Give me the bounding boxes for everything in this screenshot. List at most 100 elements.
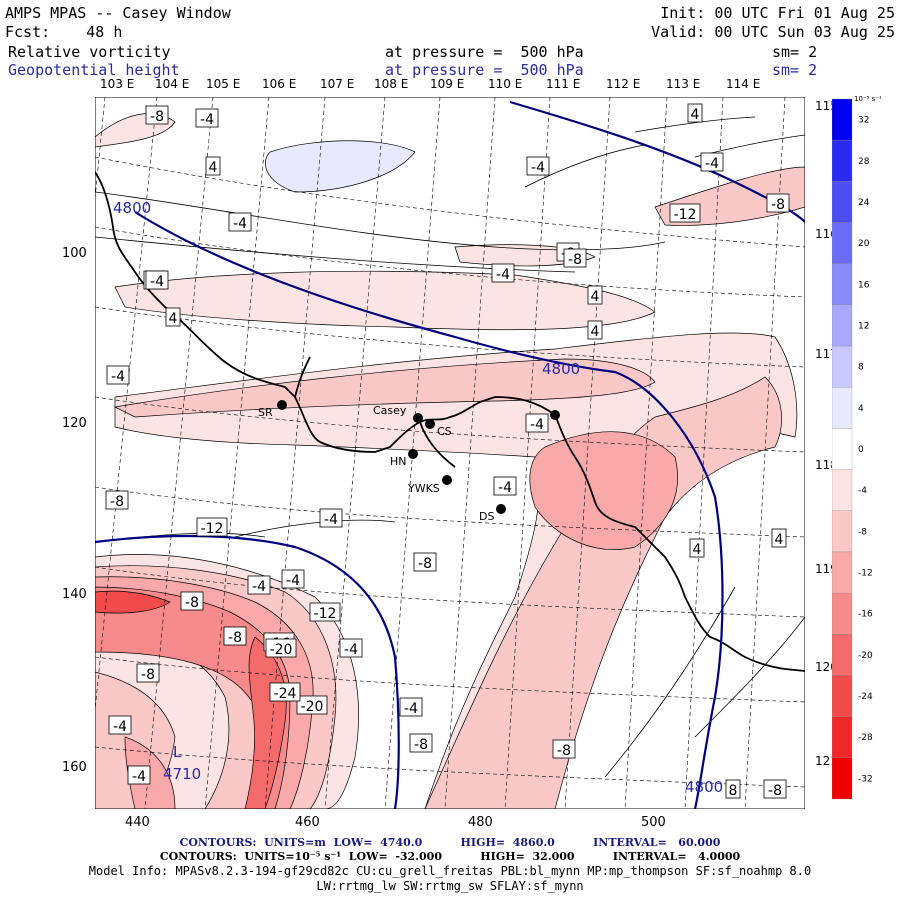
axis-top-label: 113 E [666, 77, 701, 91]
vorticity-contour-label: -8 [552, 739, 576, 759]
model-info-physics: LW:rrtmg_lw SW:rrtmg_sw SFLAY:sf_mynn [316, 879, 584, 893]
init-time: Init: 00 UTC Fri 01 Aug 25 [660, 4, 895, 22]
vorticity-contour-label: -8 [180, 591, 204, 611]
svg-text:4: 4 [591, 289, 600, 305]
colorbar-cell [832, 510, 853, 553]
station-sr: SR [258, 406, 273, 419]
field1-level: at pressure = 500 hPa [385, 43, 584, 61]
svg-text:-20: -20 [301, 699, 324, 715]
vorticity-contour-label: 4 [587, 285, 603, 305]
svg-text:4: 4 [693, 542, 702, 558]
colorbar-tick: 20 [858, 239, 870, 249]
vorticity-contour-label: -8 [223, 626, 247, 646]
colorbar-cell [832, 716, 853, 758]
valid-time: Valid: 00 UTC Sun 03 Aug 25 [651, 23, 895, 41]
svg-text:-8: -8 [110, 494, 124, 510]
vorticity-contour-label: -8 [105, 490, 129, 510]
station-layer: SR Casey CS HN YWKS DS [258, 400, 560, 523]
station-cs: CS [437, 425, 452, 438]
svg-text:-12: -12 [674, 207, 697, 223]
colorbar-cell [832, 345, 853, 388]
colorbar-cell [832, 757, 853, 800]
field2-smoothing: sm= 2 [772, 61, 818, 79]
svg-text:-8: -8 [557, 743, 571, 759]
colorbar-tick: 8 [858, 363, 864, 373]
axis-top-label: 104 E [155, 77, 190, 91]
vorticity-contour-label: -4 [700, 152, 724, 172]
svg-text:-4: -4 [531, 160, 545, 176]
height-label-layer: 4800 4800 4800 4710 L [113, 199, 723, 796]
axis-top-label: 110 E [488, 77, 523, 91]
vorticity-contour-info: CONTOURS: UNITS=10⁻⁵ s⁻¹ LOW= -32.000 HI… [159, 850, 741, 863]
vorticity-contour-label: -8 [145, 105, 169, 125]
svg-text:4: 4 [591, 324, 600, 340]
vorticity-label-layer: -8 -4 4 -4 4 -4 -4 -4 4 4 -8 -12 -8 -4 4 -4 -8 -12 -4 -8 -4 -… [105, 103, 790, 799]
colorbar: 32 28 24 20 16 12 8 4 0 -4 -8 -12 -16 -20 -24 -28 -32 10… [832, 95, 882, 800]
colorbar-tick: 4 [858, 404, 864, 414]
colorbar-unit: 10⁻⁵ s⁻¹ [854, 95, 882, 103]
axis-top-label: 105 E [206, 77, 241, 91]
colorbar-tick: -4 [858, 486, 867, 496]
svg-text:-4: -4 [150, 274, 164, 290]
svg-text:-20: -20 [270, 642, 293, 658]
colorbar-cell [832, 304, 853, 347]
axis-top-label: 107 E [320, 77, 355, 91]
svg-text:-8: -8 [771, 197, 785, 213]
colorbar-tick: 24 [858, 198, 870, 208]
vorticity-contour-label: -4 [526, 156, 550, 176]
vorticity-contour-label: -20 [265, 638, 297, 658]
axis-left-label: 160 [62, 760, 87, 775]
vorticity-contour-label: -4 [106, 365, 130, 385]
colorbar-cell [832, 98, 853, 141]
forecast-hour: Fcst: 48 h [5, 23, 123, 41]
window-title: AMPS MPAS -- Casey Window [5, 4, 231, 22]
colorbar-tick: 28 [858, 157, 870, 167]
vorticity-contour-label: -4 [399, 697, 423, 717]
axis-left-label: 100 [62, 246, 87, 261]
svg-text:-8: -8 [228, 630, 242, 646]
vorticity-contour-label: -8 [766, 193, 790, 213]
vorticity-contour-label: -4 [525, 413, 549, 433]
vorticity-contour-label: 4 [689, 538, 705, 558]
height-label: 4710 [163, 765, 201, 783]
colorbar-cell [832, 181, 853, 223]
colorbar-tick: -32 [858, 774, 873, 784]
field1-smoothing: sm= 2 [772, 43, 818, 61]
svg-text:-8: -8 [185, 595, 199, 611]
vorticity-contour-label: -8 [409, 733, 433, 753]
svg-text:-4: -4 [344, 642, 358, 658]
svg-text:-4: -4 [404, 701, 418, 717]
svg-text:-4: -4 [233, 216, 247, 232]
field2-name: Geopotential height [8, 61, 180, 79]
vorticity-contour-label: -12 [309, 602, 341, 622]
vorticity-contour-label: -12 [669, 203, 701, 223]
svg-text:-8: -8 [414, 737, 428, 753]
vorticity-contour-label: 4 [771, 528, 787, 548]
axis-left-label: 120 [62, 416, 87, 431]
svg-text:-8: -8 [141, 667, 155, 683]
model-info: Model Info: MPASv8.2.3-194-gf29cd82c CU:… [88, 864, 812, 878]
colorbar-tick: 32 [858, 116, 869, 126]
svg-text:-4: -4 [705, 156, 719, 172]
vorticity-contour-label: -4 [108, 715, 132, 735]
svg-text:-4: -4 [530, 417, 544, 433]
axis-top-label: 108 E [374, 77, 409, 91]
colorbar-tick: 0 [858, 445, 864, 455]
vorticity-contour-label: 4 [687, 103, 703, 123]
height-label: 4800 [542, 360, 580, 378]
station-ds: DS [479, 510, 494, 523]
svg-text:-8: -8 [418, 556, 432, 572]
colorbar-tick: -16 [858, 610, 873, 620]
colorbar-tick: -28 [858, 733, 873, 743]
vorticity-contour-label: 4 [587, 320, 603, 340]
colorbar-cell [832, 634, 853, 676]
vorticity-contour-label: -4 [247, 575, 271, 595]
height-label: 4800 [685, 778, 723, 796]
svg-text:-4: -4 [252, 579, 266, 595]
colorbar-cell [832, 263, 853, 306]
vorticity-contour-label: -4 [339, 638, 363, 658]
vorticity-contour-label: -4 [127, 765, 151, 785]
station-ywks: YWKS [407, 482, 440, 495]
vorticity-contour-label: -8 [413, 552, 437, 572]
vorticity-contour-label: -4 [145, 270, 169, 290]
